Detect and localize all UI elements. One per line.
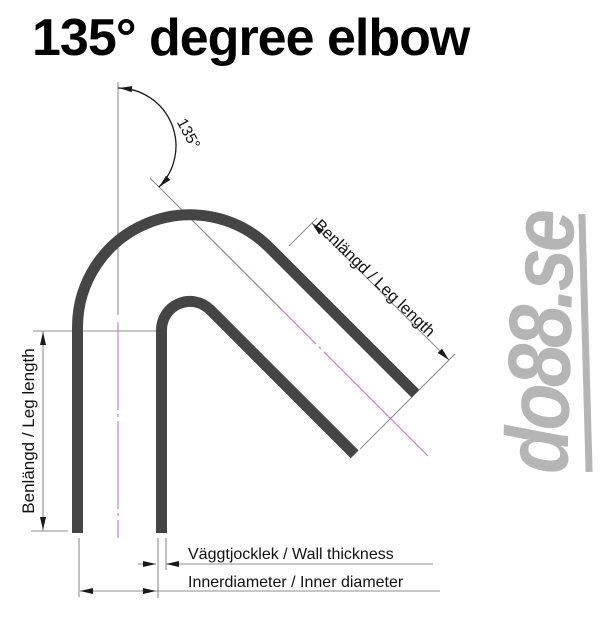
inner-diameter-label: Innerdiameter / Inner diameter xyxy=(188,574,404,591)
watermark-logo: do88.se xyxy=(486,211,593,475)
arrowhead-icon xyxy=(40,332,46,345)
wall-thickness-dimension: Väggtjocklek / Wall thickness xyxy=(138,546,433,567)
arrowhead-icon xyxy=(312,223,324,235)
inner-diameter-dimension: Innerdiameter / Inner diameter xyxy=(80,574,440,594)
arrowhead-icon xyxy=(159,175,171,187)
arrowhead-icon xyxy=(437,348,449,360)
tube-outer-wall xyxy=(72,209,420,533)
arrowhead-icon xyxy=(143,561,156,567)
page-title: 135° degree elbow xyxy=(32,9,470,67)
leg-length-label-left: Benlängd / Leg length xyxy=(19,348,38,513)
dimension-line xyxy=(311,222,450,361)
angle-value-label: 135° xyxy=(173,116,203,152)
arrowhead-icon xyxy=(80,588,93,594)
leg-length-dimension-diagonal: Benlängd / Leg length xyxy=(310,216,450,361)
diagonal-centerline-extension xyxy=(149,177,282,310)
angle-arc xyxy=(117,87,177,188)
leg-length-dimension-left: Benlängd / Leg length xyxy=(19,331,46,531)
diagonal-near-extension-tick xyxy=(288,217,318,247)
angle-annotation: 135° xyxy=(117,86,203,188)
arrowhead-icon xyxy=(166,561,179,567)
elbow-tube xyxy=(72,209,420,533)
leg-length-label-diagonal: Benlängd / Leg length xyxy=(310,216,438,340)
arrowhead-icon xyxy=(119,86,133,93)
wall-thickness-label: Väggtjocklek / Wall thickness xyxy=(188,546,394,563)
tube-inner-wall xyxy=(155,295,359,533)
arrowhead-icon xyxy=(40,517,46,530)
arrowhead-icon xyxy=(143,588,156,594)
diagonal-far-extension-line xyxy=(359,353,456,450)
